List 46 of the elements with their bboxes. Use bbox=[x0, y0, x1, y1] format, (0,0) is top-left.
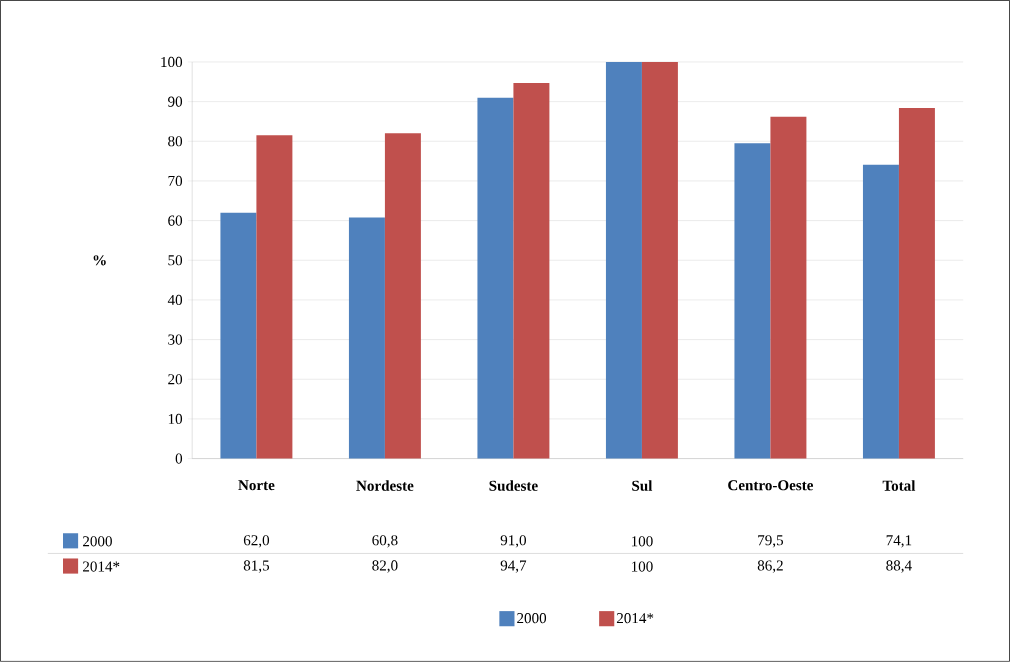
data-label: 86,2 bbox=[757, 560, 783, 573]
y-tick-label: 0 bbox=[175, 453, 183, 464]
text: 2014* bbox=[83, 561, 120, 572]
data-label: 81,5 bbox=[243, 560, 270, 573]
y-tick-label: 30 bbox=[168, 334, 183, 345]
bar bbox=[256, 135, 293, 459]
x-tick-label: Norte bbox=[238, 480, 275, 491]
bar bbox=[862, 164, 899, 459]
data-label: 79,5 bbox=[758, 535, 784, 548]
y-tick-label: 90 bbox=[168, 96, 183, 107]
y-tick-label: 20 bbox=[168, 374, 183, 385]
bar bbox=[220, 212, 257, 459]
bar bbox=[770, 116, 807, 459]
x-tick-label: Centro-Oeste bbox=[728, 480, 814, 491]
bar bbox=[384, 133, 421, 459]
bar bbox=[513, 83, 550, 459]
data-label: 88,4 bbox=[886, 560, 912, 573]
data-label: 94,7 bbox=[500, 560, 527, 573]
bar bbox=[348, 217, 385, 459]
y-tick-label: 100 bbox=[161, 56, 183, 68]
y-tick-label: 80 bbox=[168, 136, 183, 147]
y-tick-label: 40 bbox=[167, 294, 183, 306]
bar bbox=[641, 62, 678, 459]
data-label: 91,0 bbox=[500, 535, 527, 548]
bar bbox=[605, 62, 642, 459]
x-tick-label: Sul bbox=[632, 480, 653, 491]
data-label: 100 bbox=[631, 561, 653, 572]
data-label: 100 bbox=[631, 536, 653, 547]
x-tick-label: Total bbox=[882, 480, 916, 491]
y-axis-title: % bbox=[93, 255, 106, 266]
legend-label: 2014* bbox=[616, 613, 654, 624]
y-tick-label: 70 bbox=[168, 175, 183, 187]
text: 2000 bbox=[517, 613, 547, 624]
bar bbox=[734, 143, 771, 459]
data-label: 62,0 bbox=[243, 535, 270, 548]
data-label: 60,8 bbox=[372, 535, 398, 548]
y-tick-label: 50 bbox=[168, 255, 183, 266]
data-label: 82,0 bbox=[372, 560, 398, 573]
y-tick-label: 60 bbox=[168, 215, 183, 226]
data-label: 74,1 bbox=[886, 535, 912, 548]
x-tick-label: Nordeste bbox=[356, 480, 414, 491]
bar bbox=[898, 108, 935, 459]
x-tick-label: Sudeste bbox=[489, 480, 538, 491]
bar bbox=[477, 97, 514, 459]
legend-label: 2000 bbox=[83, 536, 112, 547]
y-tick-label: 10 bbox=[168, 413, 183, 425]
